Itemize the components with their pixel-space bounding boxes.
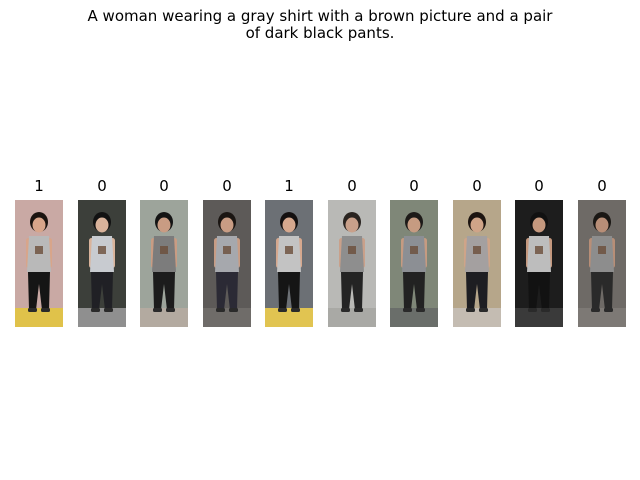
pedestrian-photo (203, 200, 251, 327)
pedestrian-photo (390, 200, 438, 327)
pedestrian-photo (453, 200, 501, 327)
pedestrian-photo (328, 200, 376, 327)
gallery-item: 1 (15, 176, 63, 327)
gallery-item: 0 (78, 176, 126, 327)
match-label: 0 (597, 177, 607, 195)
gallery-item: 0 (203, 176, 251, 327)
match-label: 0 (159, 177, 169, 195)
query-caption: A woman wearing a gray shirt with a brow… (87, 7, 553, 42)
match-label: 0 (534, 177, 544, 195)
gallery-item: 0 (578, 176, 626, 327)
gallery-item: 0 (328, 176, 376, 327)
pedestrian-photo (78, 200, 126, 327)
match-label: 0 (97, 177, 107, 195)
gallery-item: 1 (265, 176, 313, 327)
gallery-item: 0 (390, 176, 438, 327)
pedestrian-photo (140, 200, 188, 327)
pedestrian-photo (15, 200, 63, 327)
match-label: 0 (472, 177, 482, 195)
gallery-item: 0 (140, 176, 188, 327)
match-label: 0 (409, 177, 419, 195)
match-label: 0 (347, 177, 357, 195)
match-label: 1 (34, 177, 44, 195)
pedestrian-photo (265, 200, 313, 327)
gallery-item: 0 (453, 176, 501, 327)
gallery-item: 0 (515, 176, 563, 327)
match-label: 0 (222, 177, 232, 195)
pedestrian-photo (578, 200, 626, 327)
pedestrian-photo (515, 200, 563, 327)
match-label: 1 (284, 177, 294, 195)
